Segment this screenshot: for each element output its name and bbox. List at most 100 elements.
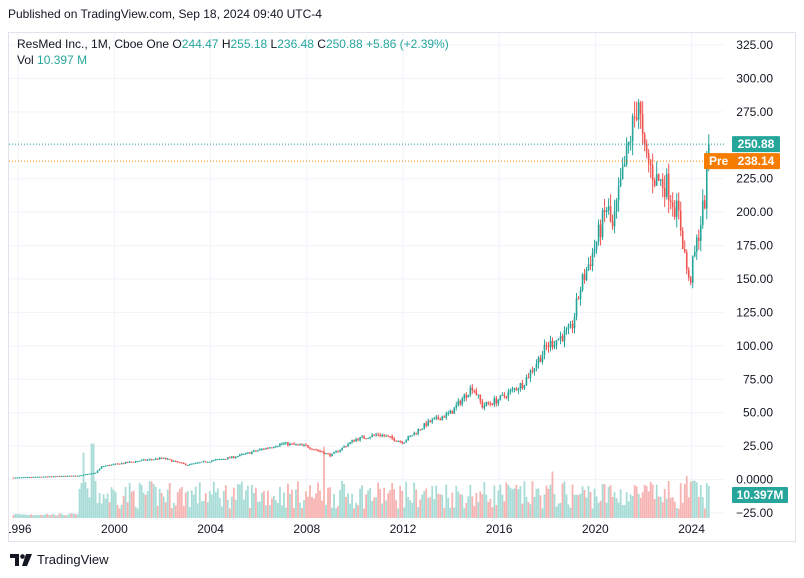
volume-bar: [68, 513, 71, 518]
x-tick-label: 1996: [9, 522, 32, 536]
volume-bar: [48, 515, 51, 518]
price-chart[interactable]: 325.00300.00275.00250.00225.00200.00175.…: [9, 33, 795, 541]
candle-body: [521, 383, 524, 389]
candle-body: [419, 429, 422, 431]
x-tick-label: 2012: [390, 522, 417, 536]
volume-bar: [327, 487, 329, 518]
candle-body: [134, 461, 137, 463]
candle-body: [84, 474, 87, 476]
volume-bar: [12, 515, 15, 518]
candle-body: [413, 432, 415, 436]
candle-body: [307, 445, 309, 448]
candle-body: [118, 463, 121, 465]
volume-bar: [156, 505, 159, 518]
legend-volume-row: Vol 10.397 M: [17, 52, 449, 68]
footer[interactable]: TradingView: [10, 552, 109, 567]
candle-body: [653, 180, 656, 186]
volume-bar: [122, 495, 125, 518]
volume-bar: [72, 513, 75, 518]
candle-body: [439, 418, 442, 421]
candle-body: [681, 230, 684, 249]
volume-bar: [58, 513, 61, 518]
volume-bar: [543, 494, 546, 518]
candle-body: [371, 434, 373, 438]
candle-body: [611, 221, 614, 227]
volume-bar: [699, 485, 702, 518]
candlesticks: [12, 98, 710, 479]
candle-body: [327, 453, 329, 455]
candle-body: [319, 450, 321, 452]
candle-body: [349, 442, 351, 445]
symbol-label[interactable]: ResMed Inc., 1M, Cboe One: [17, 37, 170, 51]
volume-bar: [425, 488, 428, 518]
candle-body: [219, 459, 221, 461]
candle-body: [435, 416, 438, 419]
candle-body: [669, 200, 672, 203]
volume-bar: [641, 492, 644, 518]
volume-bar: [313, 498, 315, 518]
candle-body: [421, 428, 424, 430]
candle-body: [18, 477, 21, 479]
candle-body: [30, 476, 33, 478]
x-tick-label: 2008: [293, 522, 320, 536]
volume-bar: [236, 484, 239, 518]
volume-bar: [36, 514, 39, 518]
candle-body: [188, 463, 191, 465]
candle-body: [511, 388, 514, 390]
x-tick-label: 2004: [197, 522, 224, 536]
candle-body: [289, 443, 291, 446]
candle-body: [539, 357, 542, 363]
candle-body: [657, 174, 660, 181]
volume-bar: [351, 493, 353, 518]
candle-body: [555, 340, 558, 346]
candle-body: [517, 388, 520, 391]
candle-body: [70, 475, 73, 477]
volume-bar: [489, 498, 492, 518]
volume-bar: [403, 507, 406, 518]
candle-body: [501, 394, 504, 396]
volume-bar: [267, 490, 269, 518]
candle-body: [395, 440, 397, 442]
candle-body: [503, 394, 506, 397]
volume-bar: [545, 485, 548, 518]
volume-bar: [525, 496, 528, 518]
candle-body: [76, 475, 79, 477]
volume-bar: [677, 508, 680, 518]
candle-body: [277, 445, 279, 447]
volume-bar: [603, 484, 606, 518]
candle-body: [303, 444, 305, 446]
candle-body: [465, 394, 468, 398]
volume-bar: [80, 483, 83, 518]
candle-body: [683, 248, 686, 253]
volume-bar: [483, 481, 486, 518]
candle-body: [22, 477, 25, 479]
volume-bar: [162, 496, 165, 518]
volume-bar: [138, 482, 141, 518]
volume-bar: [176, 492, 179, 518]
volume-bar: [399, 485, 402, 518]
candle-body: [647, 153, 650, 164]
candle-body: [557, 338, 560, 341]
volume-bar: [433, 499, 436, 518]
candle-body: [701, 200, 704, 226]
tradingview-logo-icon: [10, 553, 32, 566]
candle-body: [82, 474, 85, 476]
y-tick-label: 100.00: [736, 339, 773, 353]
candle-body: [114, 463, 117, 465]
candle-body: [617, 186, 620, 201]
candle-body: [44, 476, 47, 478]
candle-body: [593, 249, 596, 253]
candle-body: [229, 457, 231, 459]
volume-bar: [587, 485, 590, 518]
candle-body: [589, 264, 592, 267]
volume-bar: [44, 514, 47, 518]
candle-body: [561, 336, 564, 342]
chart-frame[interactable]: 325.00300.00275.00250.00225.00200.00175.…: [8, 32, 796, 542]
volume-bar: [18, 514, 21, 518]
volume-bar: [287, 483, 289, 518]
volume-bar: [375, 497, 378, 518]
volume-bar: [561, 483, 564, 518]
volume-bar: [627, 501, 630, 518]
volume-bar: [505, 482, 508, 518]
candle-body: [50, 476, 53, 478]
